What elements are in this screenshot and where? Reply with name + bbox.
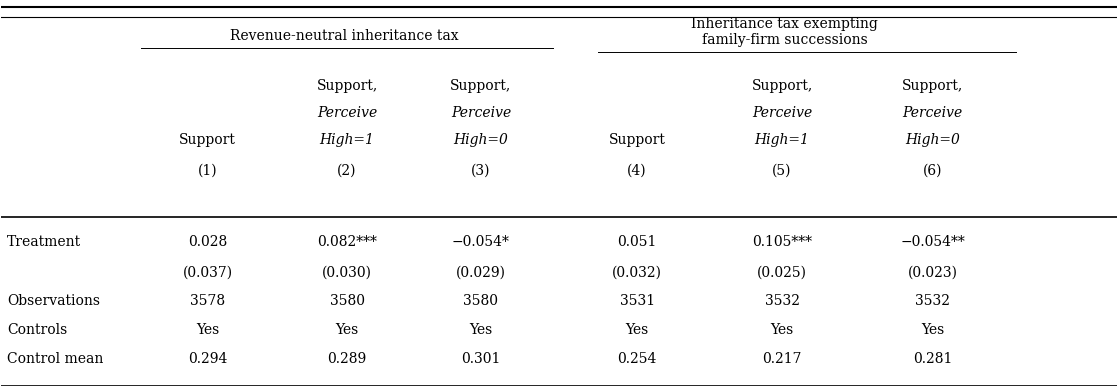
Text: Perceive: Perceive [451,106,511,120]
Text: Support: Support [608,133,665,147]
Text: −0.054*: −0.054* [452,235,510,248]
Text: Perceive: Perceive [752,106,812,120]
Text: (4): (4) [627,163,647,178]
Text: Support,: Support, [902,79,964,93]
Text: 0.028: 0.028 [188,235,227,248]
Text: High=1: High=1 [320,133,375,147]
Text: Support: Support [179,133,236,147]
Text: (0.023): (0.023) [908,265,958,279]
Text: High=1: High=1 [755,133,809,147]
Text: Yes: Yes [470,323,493,337]
Text: family-firm successions: family-firm successions [702,33,868,47]
Text: Support,: Support, [751,79,813,93]
Text: Control mean: Control mean [7,352,103,366]
Text: (0.032): (0.032) [612,265,662,279]
Text: 3532: 3532 [916,294,950,308]
Text: 0.281: 0.281 [913,352,953,366]
Text: 0.294: 0.294 [188,352,227,366]
Text: (5): (5) [773,163,792,178]
Text: 3532: 3532 [765,294,799,308]
Text: Controls: Controls [7,323,67,337]
Text: 0.217: 0.217 [762,352,802,366]
Text: (3): (3) [471,163,491,178]
Text: Inheritance tax exempting: Inheritance tax exempting [691,17,879,31]
Text: Support,: Support, [316,79,378,93]
Text: Perceive: Perceive [902,106,963,120]
Text: (0.030): (0.030) [322,265,372,279]
Text: (0.037): (0.037) [182,265,233,279]
Text: Yes: Yes [921,323,945,337]
Text: High=0: High=0 [906,133,960,147]
Text: 0.105***: 0.105*** [752,235,812,248]
Text: Revenue-neutral inheritance tax: Revenue-neutral inheritance tax [230,29,458,43]
Text: Yes: Yes [196,323,219,337]
Text: 3578: 3578 [190,294,225,308]
Text: (1): (1) [198,163,218,178]
Text: Observations: Observations [7,294,100,308]
Text: 0.301: 0.301 [462,352,501,366]
Text: 0.289: 0.289 [328,352,367,366]
Text: Yes: Yes [625,323,648,337]
Text: (2): (2) [338,163,357,178]
Text: 0.254: 0.254 [617,352,656,366]
Text: Support,: Support, [451,79,512,93]
Text: High=0: High=0 [454,133,509,147]
Text: 3580: 3580 [464,294,499,308]
Text: (0.025): (0.025) [757,265,807,279]
Text: Yes: Yes [335,323,359,337]
Text: Yes: Yes [770,323,794,337]
Text: (0.029): (0.029) [456,265,506,279]
Text: 3531: 3531 [619,294,655,308]
Text: Treatment: Treatment [7,235,82,248]
Text: (6): (6) [922,163,942,178]
Text: Perceive: Perceive [318,106,377,120]
Text: −0.054**: −0.054** [900,235,965,248]
Text: 0.051: 0.051 [617,235,656,248]
Text: 3580: 3580 [330,294,364,308]
Text: 0.082***: 0.082*** [318,235,377,248]
